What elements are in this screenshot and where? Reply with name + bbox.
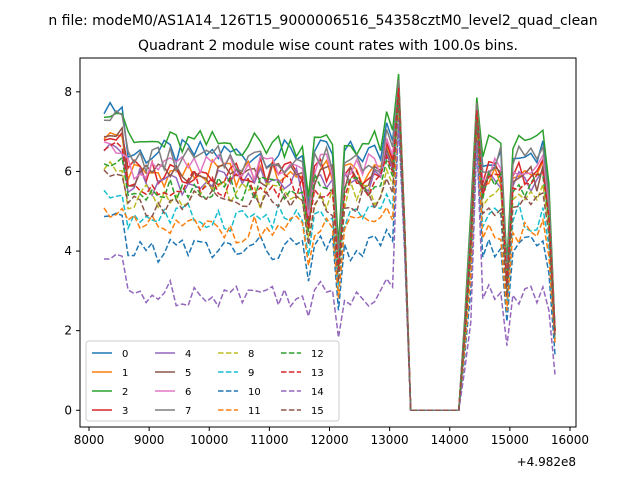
legend-label-7: 7 [185, 406, 191, 417]
y-tick-label: 8 [64, 85, 72, 99]
x-tick-label: 8000 [74, 433, 105, 447]
legend-label-0: 0 [122, 349, 128, 360]
legend-label-14: 14 [311, 387, 324, 398]
legend-label-12: 12 [311, 349, 324, 360]
y-axis: 0 2 4 6 8 [64, 85, 80, 417]
legend-label-11: 11 [248, 406, 261, 417]
legend-label-4: 4 [185, 349, 191, 360]
legend-label-13: 13 [311, 368, 324, 379]
x-tick-label: 11000 [250, 433, 288, 447]
x-offset-text: +4.982e8 [517, 455, 576, 469]
series-line-13 [103, 87, 556, 412]
legend-label-9: 9 [248, 368, 254, 379]
x-tick-label: 10000 [190, 433, 228, 447]
x-tick-label: 12000 [310, 433, 348, 447]
legend-label-15: 15 [311, 406, 324, 417]
y-tick-label: 6 [64, 164, 72, 178]
chart-title: Quadrant 2 module wise count rates with … [138, 38, 518, 54]
x-tick-label: 9000 [134, 433, 165, 447]
legend-label-6: 6 [185, 387, 191, 398]
legend-label-2: 2 [122, 387, 128, 398]
x-tick-label: 13000 [371, 433, 409, 447]
y-tick-label: 0 [64, 403, 72, 417]
series-line-2 [103, 73, 556, 412]
x-tick-label: 14000 [431, 433, 469, 447]
legend-label-10: 10 [248, 387, 261, 398]
legend-label-1: 1 [122, 368, 128, 379]
legend-label-8: 8 [248, 349, 254, 360]
series-line-15 [103, 99, 556, 412]
series-line-8 [103, 91, 556, 412]
suptitle: n file: modeM0/AS1A14_126T15_9000006516_… [48, 13, 597, 29]
plot-frame [79, 57, 577, 428]
series-line-14 [104, 119, 556, 412]
y-tick-label: 2 [64, 324, 72, 338]
series-line-7 [103, 79, 556, 412]
y-tick-label: 4 [64, 244, 72, 258]
legend-box [85, 340, 340, 422]
legend-label-5: 5 [185, 368, 191, 379]
x-axis: 8000 9000 10000 11000 12000 13000 14000 15000 16… [74, 427, 589, 447]
x-tick-label: 16000 [551, 433, 589, 447]
legend-label-3: 3 [122, 406, 128, 417]
plot-lines [103, 73, 556, 412]
x-tick-label: 15000 [491, 433, 529, 447]
series-line-11 [103, 111, 556, 412]
